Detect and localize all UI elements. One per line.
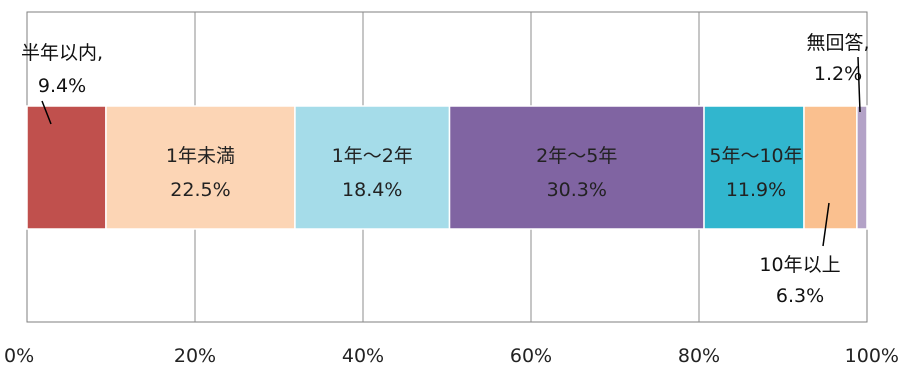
data-label: 30.3% [547, 179, 607, 201]
bar-segment [26, 105, 107, 230]
bar-segment [703, 105, 805, 230]
x-tick-label: 40% [342, 345, 384, 367]
bar-segment [856, 105, 868, 230]
leader-line [41, 100, 52, 125]
bar-layer [26, 105, 868, 230]
data-label: 1.2% [814, 63, 862, 85]
x-tick-label: 80% [678, 345, 720, 367]
x-tick-label: 0% [4, 345, 34, 367]
x-axis-ticks: 0% 20% 40% 60% 80% 100% [4, 345, 899, 367]
bar-segment [448, 105, 705, 230]
data-label: 6.3% [776, 285, 824, 307]
data-label: 18.4% [342, 179, 402, 201]
data-label: 5年～10年 [709, 145, 802, 167]
data-label: 1年～2年 [332, 145, 413, 167]
data-label: 2年～5年 [536, 145, 617, 167]
data-label: 1年未満 [166, 145, 235, 167]
data-label: 22.5% [170, 179, 230, 201]
data-label: 無回答, [806, 32, 869, 54]
leader-line [857, 56, 861, 113]
data-label: 半年以内, [21, 42, 103, 64]
x-tick-label: 20% [174, 345, 216, 367]
data-label: 11.9% [726, 179, 786, 201]
bar-segment [803, 105, 858, 230]
x-tick-label: 100% [845, 345, 899, 367]
x-tick-label: 60% [510, 345, 552, 367]
data-label: 10年以上 [759, 254, 840, 276]
bar-segment [105, 105, 296, 230]
bar-segment [294, 105, 451, 230]
leader-line [822, 202, 830, 247]
label-layer: 半年以内, 9.4% 1年未満 22.5% 1年～2年 18.4% 2年～5年 30.3% 5年… [21, 32, 870, 307]
data-label: 9.4% [38, 75, 86, 97]
